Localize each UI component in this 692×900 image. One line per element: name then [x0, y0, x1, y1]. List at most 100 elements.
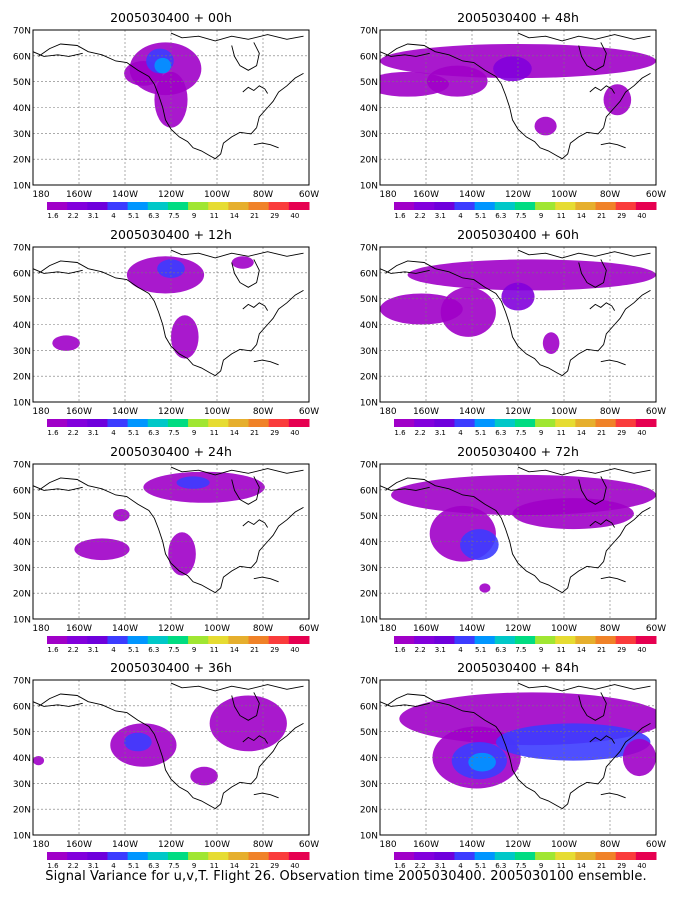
- colorbar-swatch: [535, 419, 556, 427]
- figure-caption: Signal Variance for u,v,T. Flight 26. Ob…: [45, 869, 647, 884]
- lon-label: 100W: [551, 190, 577, 200]
- colorbar-label: 21: [250, 429, 259, 437]
- colorbar-swatch: [127, 636, 149, 644]
- colorbar-label: 21: [597, 646, 606, 654]
- colorbar-label: 11: [557, 429, 566, 437]
- signal-contour: [542, 332, 560, 354]
- lat-label: 20N: [360, 806, 378, 816]
- colorbar-label: 29: [617, 646, 626, 654]
- colorbar-swatch: [394, 419, 415, 427]
- coastline: [256, 290, 304, 345]
- colorbar-swatch: [67, 419, 88, 427]
- coastline: [170, 682, 304, 692]
- coastline: [33, 268, 83, 274]
- colorbar-swatch: [188, 852, 209, 860]
- colorbar-label: 14: [230, 646, 239, 654]
- lat-label: 50N: [13, 295, 31, 305]
- coastline: [231, 259, 260, 288]
- coastline: [253, 359, 279, 366]
- colorbar-swatch: [555, 419, 576, 427]
- lat-label: 10N: [360, 399, 378, 409]
- lon-label: 140W: [112, 190, 138, 200]
- lon-label: 140W: [112, 840, 138, 850]
- lon-label: 180: [32, 407, 49, 417]
- colorbar-label: 9: [539, 429, 543, 437]
- lon-label: 80W: [600, 407, 620, 417]
- lat-label: 30N: [13, 780, 31, 790]
- coastline: [578, 42, 607, 71]
- lat-label: 20N: [360, 156, 378, 166]
- colorbar-swatch: [555, 636, 576, 644]
- panel-title: 2005030400 + 24h: [110, 444, 232, 459]
- colorbar-label: 11: [210, 212, 219, 220]
- colorbar-swatch: [434, 852, 455, 860]
- lon-label: 120W: [505, 840, 531, 850]
- lon-label: 180: [379, 407, 396, 417]
- colorbar-swatch: [414, 202, 435, 210]
- colorbar-swatch: [514, 852, 536, 860]
- coastline: [600, 359, 626, 366]
- lon-label: 140W: [112, 407, 138, 417]
- colorbar-label: 6.3: [148, 429, 159, 437]
- coastline: [589, 302, 615, 311]
- colorbar-label: 14: [230, 862, 239, 870]
- lon-label: 100W: [204, 624, 230, 634]
- signal-contour: [176, 476, 210, 489]
- lon-label: 100W: [204, 190, 230, 200]
- colorbar-label: 4: [458, 212, 463, 220]
- colorbar-label: 21: [597, 862, 606, 870]
- lat-label: 30N: [360, 564, 378, 574]
- map-panel: 2005030400 + 48h 70N 60N 50N 40N 30N 20N 10N180…: [360, 10, 666, 220]
- colorbar-swatch: [454, 852, 476, 860]
- colorbar-label: 1.6: [47, 646, 59, 654]
- coastline: [603, 507, 651, 562]
- lon-label: 80W: [253, 624, 273, 634]
- colorbar-label: 4: [111, 429, 116, 437]
- colorbar-swatch: [87, 419, 108, 427]
- lat-label: 40N: [360, 104, 378, 114]
- lon-label: 180: [32, 190, 49, 200]
- colorbar-label: 40: [637, 212, 646, 220]
- signal-contour: [479, 583, 491, 593]
- colorbar-swatch: [288, 852, 310, 860]
- colorbar-label: 21: [250, 646, 259, 654]
- colorbar-swatch: [394, 202, 415, 210]
- colorbar-label: 3.1: [435, 212, 446, 220]
- map-panel: 2005030400 + 84h 70N 60N 50N 40N 30N 20N 10N180…: [360, 660, 666, 870]
- lon-label: 120W: [505, 624, 531, 634]
- lat-label: 60N: [360, 702, 378, 712]
- colorbar-label: 3.1: [88, 212, 99, 220]
- signal-contour: [168, 532, 196, 576]
- coastline: [242, 735, 268, 744]
- colorbar-label: 4: [458, 862, 463, 870]
- colorbar-swatch: [288, 202, 310, 210]
- map-panel: 2005030400 + 00h 70N 60N 50N 40N 30N 20N 10N180…: [13, 10, 319, 220]
- signal-contour: [171, 315, 199, 359]
- colorbar-swatch: [595, 419, 617, 427]
- colorbar-swatch: [188, 419, 209, 427]
- colorbar-label: 1.6: [394, 212, 406, 220]
- coastline: [567, 777, 604, 805]
- lat-label: 50N: [13, 728, 31, 738]
- lon-label: 100W: [551, 840, 577, 850]
- colorbar-label: 2.2: [415, 429, 426, 437]
- map-area: [33, 464, 309, 619]
- panel-title: 2005030400 + 60h: [457, 227, 579, 242]
- colorbar-swatch: [635, 636, 657, 644]
- colorbar-swatch: [575, 419, 597, 427]
- colorbar-label: 21: [250, 212, 259, 220]
- colorbar-swatch: [474, 852, 496, 860]
- colorbar-swatch: [248, 202, 270, 210]
- signal-contour: [426, 65, 488, 97]
- lat-label: 20N: [13, 156, 31, 166]
- colorbar-swatch: [514, 202, 536, 210]
- signal-contour: [231, 256, 254, 269]
- colorbar-label: 29: [270, 429, 279, 437]
- lat-label: 30N: [13, 347, 31, 357]
- lat-label: 30N: [360, 780, 378, 790]
- lon-label: 120W: [158, 840, 184, 850]
- colorbar-swatch: [107, 202, 129, 210]
- coastline: [220, 777, 257, 805]
- lat-label: 60N: [360, 486, 378, 496]
- colorbar-label: 29: [617, 212, 626, 220]
